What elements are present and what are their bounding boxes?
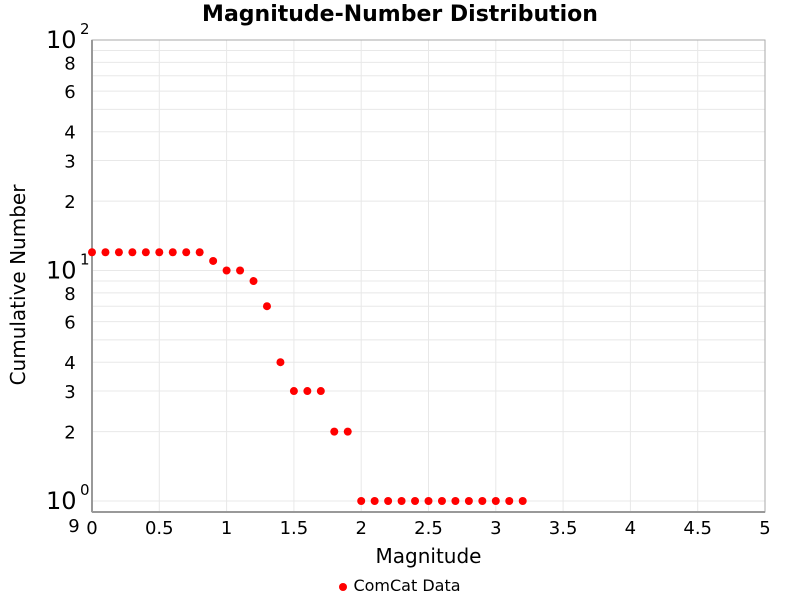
x-tick-label: 4 bbox=[625, 518, 636, 539]
legend-label: ComCat Data bbox=[353, 576, 461, 595]
data-point bbox=[195, 248, 204, 257]
data-point bbox=[222, 266, 231, 275]
y-major-tick-exponent: 0 bbox=[80, 481, 90, 499]
data-point bbox=[316, 387, 325, 396]
x-tick-label: 2 bbox=[355, 518, 366, 539]
y-tick-label: 6 bbox=[64, 313, 75, 334]
y-axis-label: Cumulative Number bbox=[6, 184, 30, 386]
x-axis-label: Magnitude bbox=[375, 544, 482, 568]
y-tick-label: 2 bbox=[64, 192, 75, 213]
data-point bbox=[168, 248, 177, 257]
y-major-tick-exponent: 2 bbox=[80, 20, 90, 38]
x-tick-label: 1 bbox=[221, 518, 232, 539]
data-point bbox=[370, 497, 379, 505]
data-point bbox=[303, 387, 312, 396]
data-point bbox=[343, 427, 352, 436]
data-point bbox=[276, 358, 285, 367]
x-tick-label: 0 bbox=[86, 518, 97, 539]
legend-marker bbox=[339, 582, 348, 591]
x-tick-label: 2.5 bbox=[414, 518, 443, 539]
data-point bbox=[128, 248, 137, 257]
data-point bbox=[101, 248, 110, 257]
data-point bbox=[141, 248, 150, 257]
y-tick-label: 4 bbox=[64, 353, 75, 374]
data-point bbox=[384, 497, 393, 505]
data-point bbox=[114, 248, 123, 257]
y-major-tick-label: 10 bbox=[46, 257, 77, 285]
data-point bbox=[289, 387, 298, 396]
data-point bbox=[411, 497, 420, 505]
data-point bbox=[518, 497, 527, 505]
x-tick-label: 5 bbox=[759, 518, 770, 539]
y-tick-label: 3 bbox=[64, 152, 75, 173]
legend: ComCat Data bbox=[0, 576, 800, 595]
data-point bbox=[397, 497, 406, 505]
x-tick-label: 1.5 bbox=[280, 518, 309, 539]
y-major-tick-exponent: 1 bbox=[80, 251, 90, 269]
data-point bbox=[88, 248, 96, 257]
y-major-tick-label: 10 bbox=[46, 26, 77, 54]
y-tick-label: 2 bbox=[64, 423, 75, 444]
data-point bbox=[478, 497, 487, 505]
y-tick-label: 4 bbox=[64, 123, 75, 144]
chart-title: Magnitude-Number Distribution bbox=[202, 2, 598, 27]
x-tick-label: 3 bbox=[490, 518, 501, 539]
data-point bbox=[249, 277, 258, 286]
data-point bbox=[209, 256, 218, 265]
data-point bbox=[464, 497, 473, 505]
data-point bbox=[491, 497, 500, 505]
data-point bbox=[182, 248, 191, 257]
data-point bbox=[262, 302, 271, 311]
y-tick-label: 8 bbox=[64, 53, 75, 74]
data-point bbox=[236, 266, 245, 275]
y-major-tick-label: 10 bbox=[46, 487, 77, 515]
y-tick-label: 6 bbox=[64, 82, 75, 103]
y-tick-label: 9 bbox=[68, 516, 79, 537]
y-tick-label: 3 bbox=[64, 382, 75, 403]
x-tick-label: 4.5 bbox=[683, 518, 712, 539]
data-point bbox=[505, 497, 514, 505]
data-point bbox=[451, 497, 460, 505]
data-point bbox=[424, 497, 433, 505]
data-point bbox=[330, 427, 339, 436]
x-tick-label: 0.5 bbox=[145, 518, 174, 539]
x-tick-label: 3.5 bbox=[549, 518, 578, 539]
data-point bbox=[437, 497, 446, 505]
data-point bbox=[357, 497, 366, 505]
data-point bbox=[155, 248, 164, 257]
y-tick-label: 8 bbox=[64, 284, 75, 305]
